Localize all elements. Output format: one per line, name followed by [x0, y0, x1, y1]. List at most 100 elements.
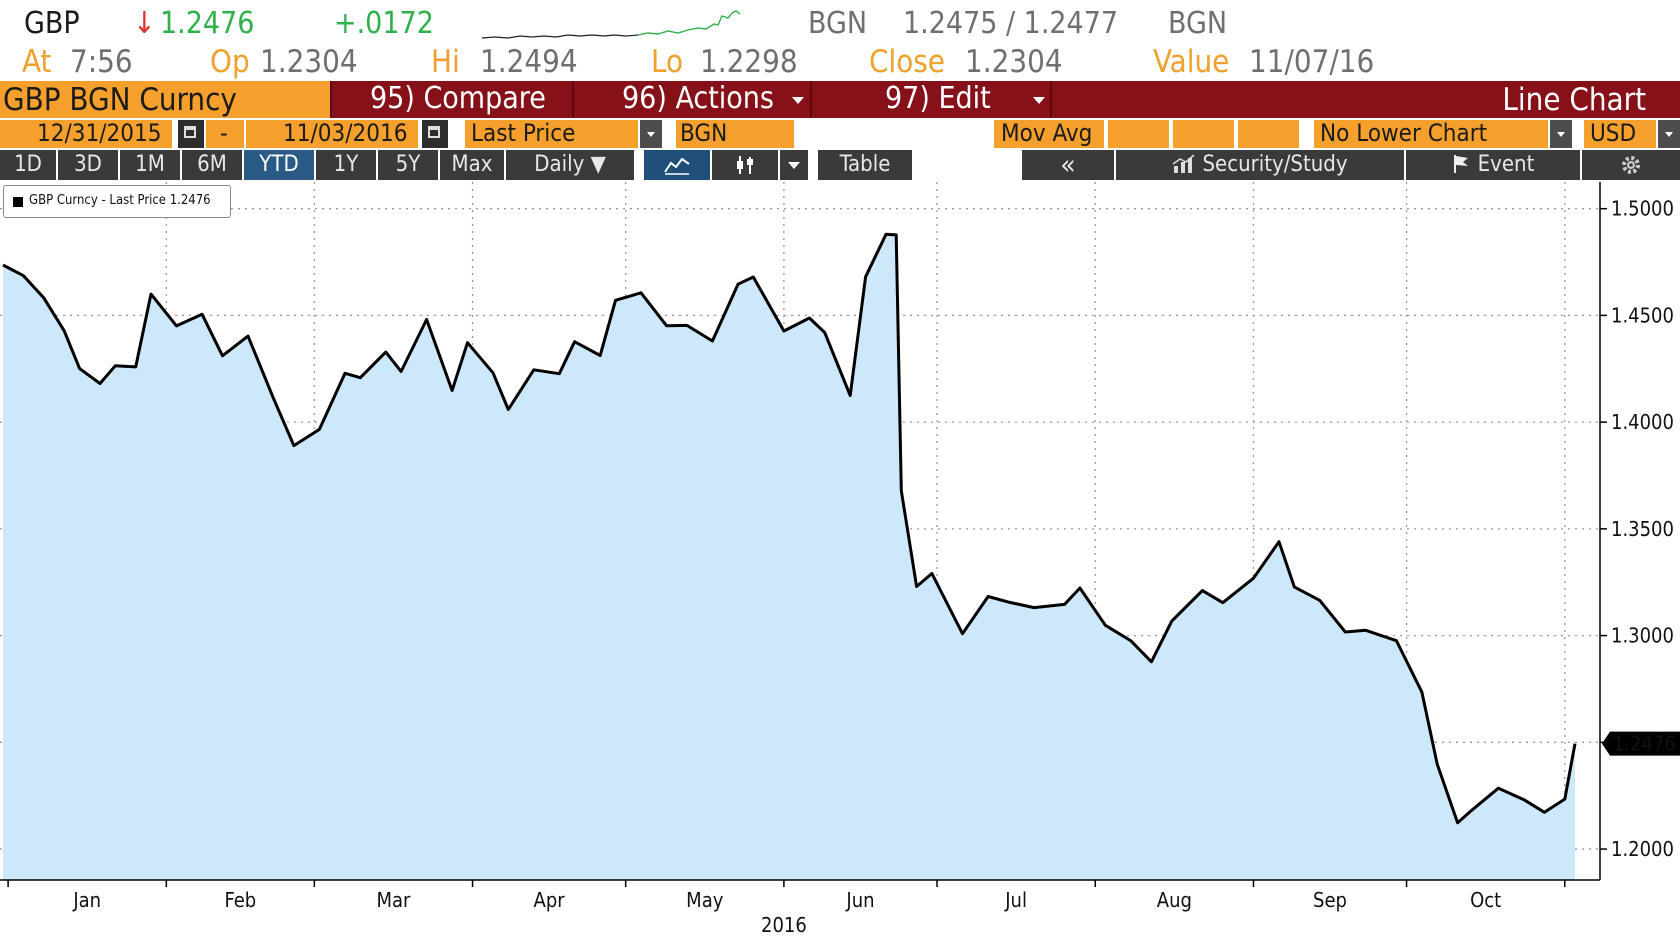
quote-header: GBP ↓ 1.2476 +.0172 BGN 1.2475 / 1.2477 … — [0, 0, 1680, 80]
chevron-down-icon — [792, 97, 804, 104]
quote-source-2: BGN — [1168, 6, 1228, 41]
last-price-marker: 1.2476 — [1602, 731, 1680, 756]
legend-label: GBP Curncy - Last Price 1.2476 — [29, 193, 211, 208]
range-5y[interactable]: 5Y — [378, 150, 438, 180]
range-1d[interactable]: 1D — [0, 150, 56, 180]
range-1m[interactable]: 1M — [120, 150, 180, 180]
y-tick-label: 1.4500 — [1611, 303, 1674, 327]
candlestick-icon[interactable] — [712, 150, 778, 180]
chevron-down-icon[interactable] — [640, 120, 662, 148]
close-label: Close — [869, 44, 945, 80]
range-max[interactable]: Max — [440, 150, 504, 180]
y-tick-label: 1.3500 — [1611, 517, 1674, 541]
range-ytd[interactable]: YTD — [244, 150, 314, 180]
x-tick-label: Feb — [224, 888, 256, 912]
start-date: 12/31/2015 — [37, 119, 162, 147]
event-button[interactable]: Event — [1406, 150, 1580, 180]
last-price-axis-label: 1.2476 — [1613, 732, 1676, 756]
actions-label: 96) Actions — [622, 81, 774, 116]
quote-source: BGN — [808, 6, 868, 41]
x-tick-label: Aug — [1157, 888, 1192, 912]
chart-style-dropdown[interactable] — [780, 150, 808, 180]
value-label: Value — [1153, 44, 1230, 80]
dash: - — [220, 119, 228, 147]
frequency-select[interactable]: Daily ▼ — [506, 150, 634, 180]
x-tick-label: Sep — [1313, 888, 1347, 912]
edit-menu-button[interactable]: 97) Edit — [812, 81, 1050, 118]
compare-label: 95) Compare — [370, 81, 546, 116]
mov-avg-label: Mov Avg — [1001, 119, 1093, 147]
open-label: Op — [210, 44, 250, 80]
x-axis-year: 2016 — [761, 913, 807, 937]
flag-icon — [1453, 155, 1468, 173]
compare-button[interactable]: 95) Compare — [332, 81, 572, 118]
gear-icon[interactable] — [1582, 150, 1680, 180]
price-field-select[interactable]: Last Price — [465, 119, 638, 148]
calendar-icon[interactable] — [422, 120, 448, 148]
price-area — [3, 234, 1575, 881]
start-date-field[interactable]: 12/31/2015 — [0, 119, 172, 148]
table-button[interactable]: Table — [818, 150, 912, 180]
high-value: 1.2494 — [480, 44, 578, 80]
at-time: 7:56 — [70, 44, 133, 80]
mov-avg-period-3[interactable] — [1238, 120, 1299, 148]
ticker[interactable]: GBP — [24, 6, 80, 41]
end-date: 11/03/2016 — [283, 119, 408, 147]
down-arrow-icon: ↓ — [133, 6, 156, 41]
net-change: +.0172 — [334, 6, 434, 41]
bar-chart-icon — [1173, 154, 1195, 173]
y-axis: 1.20001.25001.30001.35001.40001.45001.50… — [1600, 197, 1674, 861]
chart-legend[interactable]: GBP Curncy - Last Price 1.2476 — [3, 185, 231, 218]
source-field[interactable]: BGN — [676, 119, 794, 148]
x-axis: Jan Feb Mar Apr May Jun Jul Aug Sep Oct — [7, 880, 1566, 912]
date-separator: - — [206, 119, 244, 148]
mov-avg-period-2[interactable] — [1173, 120, 1234, 148]
mov-avg-field[interactable]: Mov Avg — [994, 119, 1104, 148]
x-tick-label: May — [686, 888, 724, 912]
line-chart-icon[interactable] — [644, 150, 710, 180]
source-value: BGN — [680, 119, 728, 147]
high-label: Hi — [431, 44, 460, 80]
x-tick-label: Oct — [1470, 888, 1501, 912]
at-label: At — [22, 44, 52, 80]
y-tick-label: 1.2000 — [1611, 837, 1674, 861]
calendar-icon[interactable] — [178, 120, 204, 148]
settings-bar: 12/31/2015 - 11/03/2016 Last Price BGN M… — [0, 119, 1680, 148]
range-1y[interactable]: 1Y — [316, 150, 376, 180]
chevron-down-icon — [1033, 97, 1045, 104]
price-chart[interactable]: 1.20001.25001.30001.35001.40001.45001.50… — [0, 182, 1680, 940]
security-name: GBP BGN Curncy — [3, 82, 237, 118]
chevron-down-icon[interactable] — [1550, 120, 1572, 148]
chevron-down-icon[interactable] — [1658, 120, 1680, 148]
range-6m[interactable]: 6M — [182, 150, 242, 180]
end-date-field[interactable]: 11/03/2016 — [246, 119, 418, 148]
value-date: 11/07/16 — [1249, 44, 1375, 80]
price-line — [2, 232, 1577, 825]
currency-select[interactable]: USD — [1584, 119, 1656, 148]
low-label: Lo — [651, 44, 684, 80]
price-field: Last Price — [471, 119, 576, 147]
mov-avg-period-1[interactable] — [1108, 120, 1169, 148]
range-3d[interactable]: 3D — [58, 150, 118, 180]
x-tick-label: Mar — [376, 888, 411, 912]
last-price: 1.2476 — [160, 6, 255, 41]
lower-chart-label: No Lower Chart — [1320, 119, 1488, 147]
close-value: 1.2304 — [965, 44, 1063, 80]
chart-type-label[interactable]: Line Chart — [1502, 82, 1646, 118]
menu-bar: GBP BGN Curncy 95) Compare 96) Actions 9… — [0, 81, 1680, 118]
x-tick-label: Jan — [72, 888, 101, 912]
actions-menu-button[interactable]: 96) Actions — [574, 81, 810, 118]
y-tick-label: 1.4000 — [1611, 410, 1674, 434]
open-value: 1.2304 — [260, 44, 358, 80]
legend-swatch — [13, 197, 23, 207]
lower-chart-select[interactable]: No Lower Chart — [1314, 119, 1548, 148]
collapse-button[interactable]: « — [1022, 150, 1114, 180]
bid-ask: 1.2475 / 1.2477 — [903, 6, 1119, 41]
edit-label: 97) Edit — [885, 81, 991, 116]
event-label: Event — [1477, 152, 1535, 177]
x-tick-label: Apr — [534, 888, 566, 912]
security-study-button[interactable]: Security/Study — [1116, 150, 1404, 180]
security-field[interactable]: GBP BGN Curncy — [0, 81, 330, 118]
tool-bar: 1D 3D 1M 6M YTD 1Y 5Y Max Daily ▼ Table … — [0, 150, 1680, 180]
low-value: 1.2298 — [700, 44, 798, 80]
